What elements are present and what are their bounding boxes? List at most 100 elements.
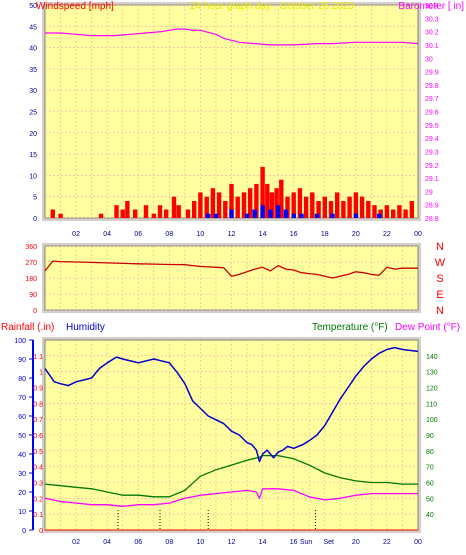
windspeed-bar — [303, 196, 309, 218]
windspeed-bar — [269, 192, 275, 218]
windspeed-bar — [216, 192, 222, 218]
direction-tick-label: 90 — [29, 292, 37, 299]
windspeed-bar — [185, 209, 191, 218]
humidity-tick-label: 100 — [14, 338, 26, 345]
windspeed-bar — [291, 192, 296, 218]
rainfall-axis-title: Rainfall (.in) — [1, 322, 54, 333]
windspeed-bar — [260, 166, 265, 218]
direction-tick-label: 360 — [25, 244, 37, 251]
windspeed-bar — [58, 213, 63, 218]
windspeed-bar — [366, 201, 371, 218]
temp-x-tick-label: 16 — [290, 539, 298, 546]
humidity-tick-label: 60 — [18, 414, 26, 421]
wind-x-tick-label: 12 — [228, 231, 236, 238]
humidity-tick-label: 10 — [18, 509, 26, 516]
windspeed-bar — [347, 196, 352, 218]
temperature-tick-label: 80 — [426, 449, 434, 456]
windspeed-bar — [176, 205, 181, 218]
windspeed-tick-label: 40 — [29, 46, 37, 53]
wind-gust-bar — [229, 209, 234, 218]
wind-x-tick-label: 00 — [414, 231, 422, 238]
rainfall-tick-label: 0.2 — [33, 496, 43, 503]
temperature-line — [44, 454, 418, 498]
wind-gust-bar — [283, 209, 289, 218]
humidity-tick-label: 70 — [18, 395, 26, 402]
direction-tick-label: 270 — [25, 260, 37, 267]
windspeed-tick-label: 10 — [29, 173, 37, 180]
temperature-tick-label: 110 — [426, 401, 437, 408]
rainfall-tick-label: 1.1 — [33, 354, 43, 361]
windspeed-bar — [397, 205, 402, 218]
windspeed-bar — [328, 201, 334, 218]
windspeed-tick-label: 35 — [29, 67, 37, 74]
windspeed-bar — [279, 179, 284, 218]
barometer-axis-title: Barometer [ in] — [398, 1, 464, 12]
barometer-tick-label: 29 — [425, 189, 433, 196]
windspeed-axis-title: Windspeed [mph] — [36, 1, 114, 12]
temp-panel-plot-area — [44, 339, 419, 531]
temp-x-tick-label: 12 — [228, 539, 236, 546]
windspeed-bar — [125, 201, 130, 218]
windspeed-bar — [310, 192, 315, 218]
rainfall-tick-label: 1 — [39, 370, 43, 377]
wind-x-tick-label: 08 — [165, 231, 173, 238]
temperature-tick-label: 50 — [426, 496, 434, 503]
humidity-axis-title: Humidity — [66, 322, 105, 333]
windspeed-bar — [241, 192, 247, 218]
wind-gust-bar — [206, 213, 211, 218]
temp-x-tick-label: 08 — [165, 539, 173, 546]
wind-gust-bar — [260, 205, 265, 218]
windspeed-bar — [204, 196, 209, 218]
temp-x-tick-label: 00 — [414, 539, 422, 546]
dew-point-axis-title: Dew Point (°F) — [395, 322, 460, 333]
wind-gust-bar — [330, 213, 335, 218]
wind-x-tick-label: 22 — [383, 231, 391, 238]
windspeed-bar — [335, 192, 340, 218]
temperature-tick-label: 120 — [426, 386, 438, 393]
windspeed-bar — [248, 188, 253, 218]
temperature-tick-label: 60 — [426, 481, 434, 488]
rainfall-tick-label: 0.9 — [33, 386, 43, 393]
windspeed-bar — [229, 183, 234, 218]
temp-x-tick-label: 02 — [72, 539, 80, 546]
compass-label: E — [436, 289, 443, 301]
windspeed-tick-label: 45 — [29, 24, 37, 31]
humidity-tick-label: 0 — [22, 528, 26, 535]
wind-gust-bar — [314, 213, 320, 218]
windspeed-bar — [265, 183, 270, 218]
chart-title: 24 hour graph day : October 26 2023 — [190, 1, 354, 12]
barometer-tick-label: 28.9 — [425, 203, 439, 210]
humidity-tick-label: 20 — [18, 490, 26, 497]
windspeed-tick-label: 5 — [33, 195, 37, 202]
barometer-tick-label: 28.8 — [425, 216, 439, 223]
temperature-tick-label: 70 — [426, 465, 434, 472]
compass-label: S — [436, 273, 443, 285]
wind-x-tick-label: 02 — [72, 231, 80, 238]
windspeed-bar — [285, 196, 290, 218]
windspeed-bar — [171, 196, 177, 218]
windspeed-bar — [133, 209, 138, 218]
temp-x-tick-label: Set — [323, 539, 334, 546]
wind-x-tick-label: 20 — [352, 231, 360, 238]
direction-tick-label: 0 — [33, 308, 37, 315]
sun-annotation: Sun — [300, 539, 313, 546]
barometer-tick-label: 30.1 — [425, 43, 439, 50]
humidity-tick-label: 90 — [18, 357, 26, 364]
barometer-tick-label: 29.4 — [425, 136, 439, 143]
windspeed-tick-label: 15 — [29, 152, 37, 159]
humidity-tick-label: 30 — [18, 471, 26, 478]
rainfall-tick-label: 0.1 — [33, 512, 43, 519]
barometer-tick-label: 29.8 — [425, 83, 439, 90]
windspeed-bar — [98, 213, 104, 218]
windspeed-bar — [114, 205, 119, 218]
windspeed-bar — [359, 196, 365, 218]
windspeed-bar — [409, 201, 414, 218]
windspeed-bar — [372, 205, 377, 218]
barometer-tick-label: 30 — [425, 56, 433, 63]
windspeed-bar — [254, 183, 259, 218]
windspeed-bar — [143, 205, 149, 218]
windspeed-tick-label: 0 — [33, 216, 37, 223]
windspeed-tick-label: 25 — [29, 110, 37, 117]
wind-gust-bar — [213, 213, 219, 218]
